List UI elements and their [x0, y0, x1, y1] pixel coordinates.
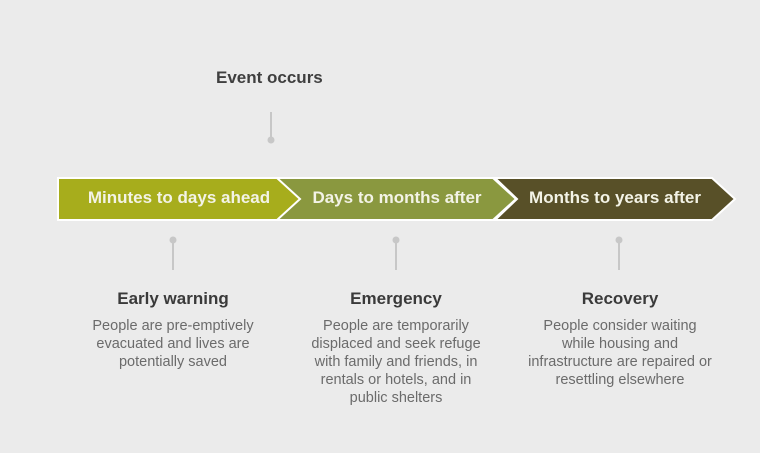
- phase-arrow-label: Months to years after: [529, 188, 701, 207]
- event-marker-dot: [267, 136, 275, 144]
- phase-heading: Early warning: [117, 289, 229, 308]
- phase-heading: Emergency: [350, 289, 442, 308]
- phase-card-early-warning: Early warning People are pre-emptively e…: [68, 289, 278, 371]
- phase-description: People consider waiting while housing an…: [528, 318, 712, 388]
- phase-arrow-early-warning: [57, 177, 302, 221]
- phase-arrow-label: Days to months after: [312, 188, 481, 207]
- event-occurs-label: Event occurs: [216, 68, 323, 87]
- phase-description: People are pre-emptively evacuated and l…: [92, 318, 254, 370]
- phase-heading: Recovery: [581, 289, 659, 308]
- phase-arrow-label: Minutes to days ahead: [88, 188, 270, 207]
- phase-card-recovery: Recovery People consider waiting while h…: [515, 289, 725, 389]
- phase-description: People are temporarily displaced and see…: [311, 318, 481, 406]
- phase-card-emergency: Emergency People are temporarily displac…: [291, 289, 501, 407]
